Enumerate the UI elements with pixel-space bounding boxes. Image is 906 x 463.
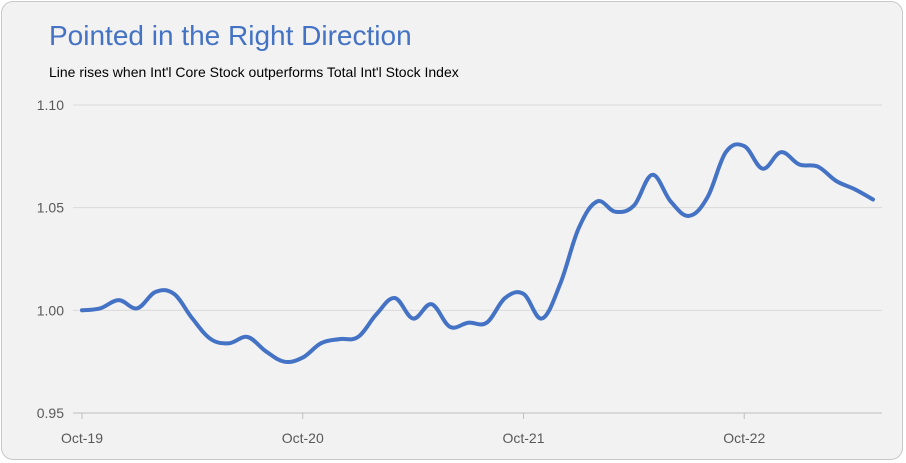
- chart-title: Pointed in the Right Direction: [49, 20, 412, 51]
- y-tick-label: 0.95: [37, 405, 64, 421]
- series-group: [80, 142, 875, 364]
- y-tick-label: 1.00: [37, 302, 64, 318]
- x-axis-ticks: Oct-19 Oct-20 Oct-21 Oct-22: [61, 413, 765, 446]
- series-line: [80, 142, 875, 364]
- x-tick-label: Oct-20: [282, 430, 324, 446]
- y-tick-label: 1.10: [37, 97, 64, 113]
- x-tick-label: Oct-19: [61, 430, 103, 446]
- x-tick-label: Oct-22: [723, 430, 765, 446]
- gridlines: [73, 104, 882, 414]
- y-tick-label: 1.05: [37, 200, 64, 216]
- x-tick-label: Oct-21: [502, 430, 544, 446]
- chart-subtitle: Line rises when Int'l Core Stock outperf…: [49, 64, 459, 80]
- y-axis-ticks: 0.95 1.00 1.05 1.10: [37, 97, 64, 421]
